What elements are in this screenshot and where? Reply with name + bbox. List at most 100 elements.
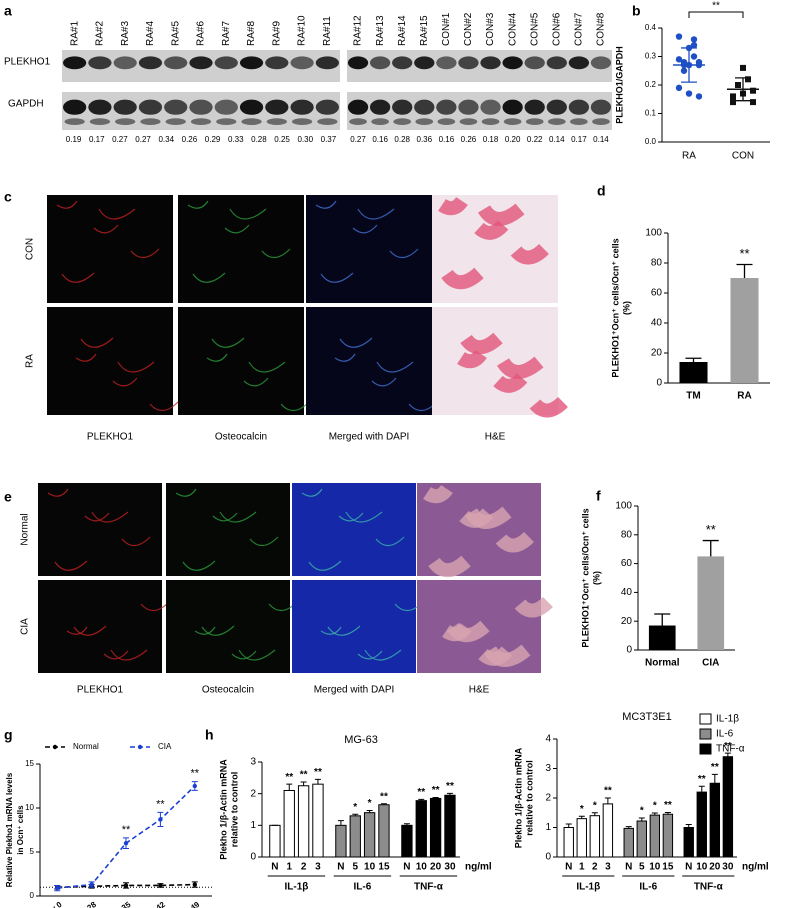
micrograph-feature (514, 596, 553, 618)
x-tick-label: N (403, 862, 410, 873)
bar (636, 820, 647, 858)
lane-label: CON#3 (485, 12, 496, 46)
legend-label: TNF-α (716, 744, 745, 755)
bar (709, 782, 721, 858)
ratio-label: 0.17 (89, 135, 105, 144)
micrograph-feature (192, 272, 226, 283)
point (675, 56, 683, 63)
lane-label: RA#3 (120, 21, 131, 46)
micrograph (178, 307, 304, 415)
micrograph-feature (175, 488, 197, 497)
group-label: TNF-α (414, 882, 444, 893)
micrograph-feature (93, 224, 119, 234)
legend-label: IL-6 (716, 729, 734, 740)
ratio-label: 0.28 (394, 135, 410, 144)
blot-band (524, 56, 545, 70)
y-axis-label: (%) (621, 301, 631, 315)
point (680, 67, 688, 74)
x-tick-label: 10 (649, 862, 661, 873)
column-label: Osteocalcin (202, 685, 254, 696)
x-tick-label: Day 42 (140, 900, 167, 908)
y-tick-label: 0.1 (645, 109, 657, 118)
blot-band (371, 118, 389, 126)
micrograph-feature (117, 361, 155, 373)
bar (335, 824, 347, 858)
point (745, 76, 751, 83)
significance: ** (712, 1, 720, 12)
point (192, 783, 197, 789)
blot-band (458, 56, 479, 70)
error-bar (681, 47, 697, 83)
error-bar (578, 815, 585, 819)
ratio-label: 0.14 (549, 135, 565, 144)
micrograph-feature (447, 620, 490, 643)
significance: ** (698, 774, 706, 785)
bar (444, 794, 456, 858)
error-bar (432, 796, 439, 799)
lane-label: RA#10 (297, 15, 308, 46)
blot-band (89, 118, 111, 126)
ratio-label: 0.26 (461, 135, 477, 144)
chart-title: MG-63 (344, 734, 378, 746)
bar (563, 827, 574, 858)
micrograph-feature (376, 361, 414, 373)
ratio-label: 0.14 (593, 135, 609, 144)
bar (415, 800, 427, 858)
bar (429, 797, 442, 858)
error-bar (591, 812, 598, 816)
ratio-label: 0.33 (228, 135, 244, 144)
blot-band (414, 99, 435, 115)
legend-label: Normal (73, 742, 99, 751)
lane-label: CON#8 (596, 12, 607, 46)
micrograph (306, 307, 432, 415)
blot-band (189, 56, 213, 70)
significance: ** (739, 246, 749, 261)
blot-band (239, 99, 264, 115)
bar (649, 814, 661, 858)
x-tick-label: CIA (702, 658, 719, 669)
blot-band (190, 118, 212, 126)
blot-background (347, 92, 612, 130)
micrograph-feature (47, 488, 69, 497)
micrograph-feature (211, 337, 245, 348)
error-bar (736, 263, 753, 278)
y-tick-label: 3 (250, 757, 256, 768)
micrograph-feature (201, 625, 235, 636)
x-tick-label: 1 (286, 862, 292, 873)
y-tick-label: 0.2 (645, 80, 657, 89)
micrograph (178, 195, 304, 303)
lane-label: RA#11 (322, 16, 333, 46)
x-tick-label: Day 49 (175, 900, 202, 908)
significance: * (640, 806, 644, 817)
y-tick-label: 60 (651, 288, 663, 299)
blot-band (265, 99, 289, 115)
lane-label: RA#9 (271, 21, 282, 46)
blot-band (436, 99, 457, 115)
y-tick-label: 0.0 (645, 137, 657, 146)
y-axis-label: PLEKHO1⁺Ocn⁺ cells/Ocn⁺ cells (580, 508, 590, 647)
micrograph-feature (357, 650, 383, 660)
y-tick-label: 15 (25, 759, 34, 768)
ratio-label: 0.36 (417, 135, 433, 144)
blot-band (369, 56, 391, 70)
x-tick-label: 3 (315, 862, 321, 873)
error-bar (685, 357, 702, 362)
blot-background (347, 50, 612, 82)
micrograph-feature (80, 337, 114, 348)
error-bar (352, 813, 359, 816)
ratio-label: 0.16 (439, 135, 455, 144)
ratio-label: 0.18 (483, 135, 499, 144)
row-label: PLEKHO1 (4, 57, 51, 68)
lane-label: CON#1 (441, 12, 452, 46)
panel-letter: d (597, 183, 606, 199)
micrograph (38, 483, 162, 576)
blot-band (392, 56, 413, 70)
x-tick-label: N (271, 862, 278, 873)
bar (722, 756, 734, 858)
blot-band (115, 118, 136, 126)
blot-band (349, 118, 367, 126)
x-tick-label: 10 (416, 862, 428, 873)
bar (648, 625, 676, 650)
y-tick-label: 3 (545, 763, 551, 774)
legend-swatch (699, 728, 712, 740)
